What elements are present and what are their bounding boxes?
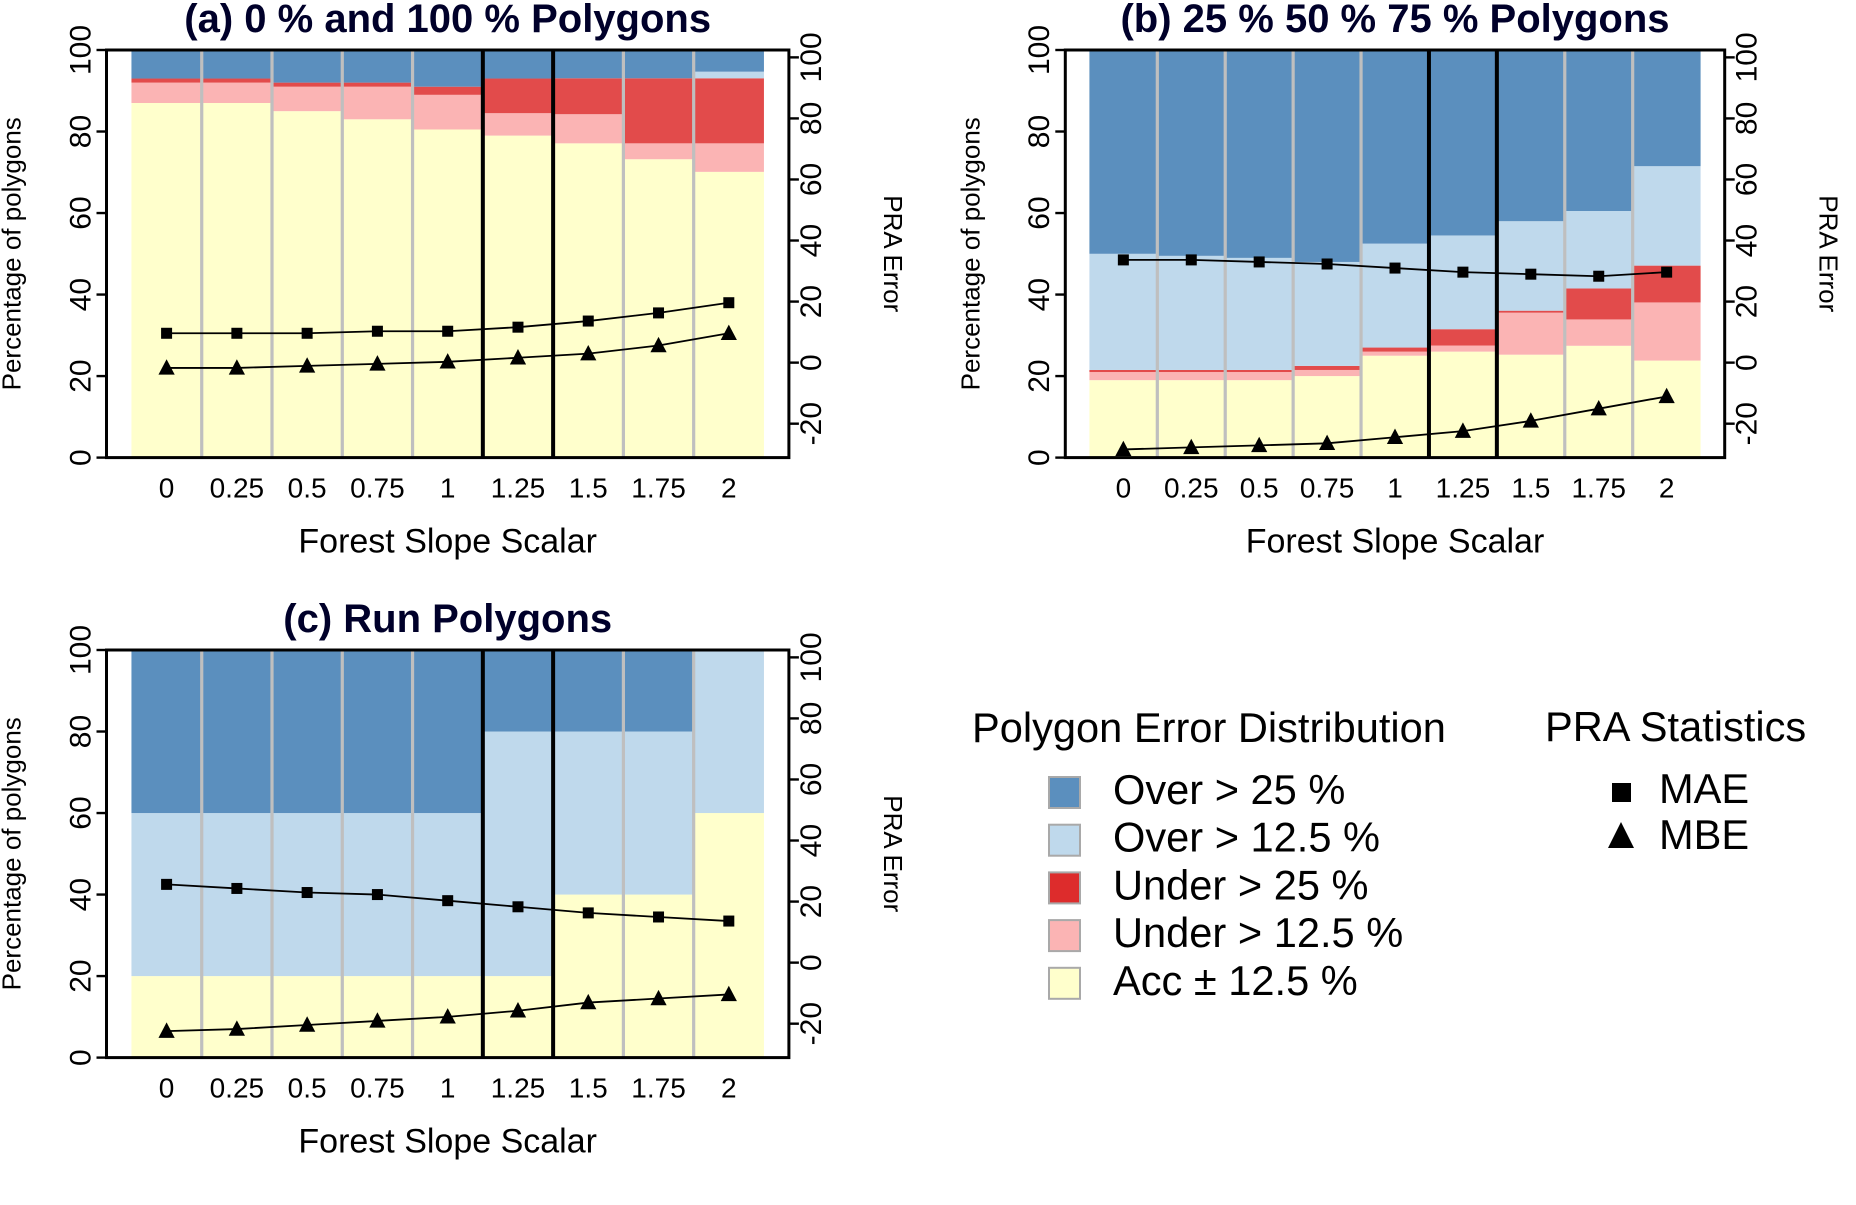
svg-text:-20: -20 bbox=[795, 1002, 828, 1045]
svg-text:20: 20 bbox=[795, 285, 828, 318]
svg-text:2: 2 bbox=[721, 473, 737, 504]
svg-text:60: 60 bbox=[64, 196, 97, 229]
svg-text:PRA Statistics: PRA Statistics bbox=[1545, 703, 1806, 750]
svg-text:80: 80 bbox=[64, 715, 97, 748]
svg-text:Acc ± 12.5 %: Acc ± 12.5 % bbox=[1113, 957, 1358, 1004]
svg-text:(c) Run Polygons: (c) Run Polygons bbox=[283, 600, 612, 641]
svg-text:1.5: 1.5 bbox=[1511, 473, 1550, 504]
svg-text:100: 100 bbox=[795, 632, 828, 682]
svg-text:0: 0 bbox=[159, 473, 175, 504]
svg-text:80: 80 bbox=[1023, 115, 1056, 148]
svg-text:Under > 25 %: Under > 25 % bbox=[1113, 861, 1369, 908]
svg-text:1.25: 1.25 bbox=[491, 1073, 546, 1104]
svg-text:1: 1 bbox=[440, 473, 456, 504]
svg-text:Over > 25 %: Over > 25 % bbox=[1113, 766, 1345, 813]
svg-text:1.75: 1.75 bbox=[631, 473, 686, 504]
svg-text:Forest Slope Scalar: Forest Slope Scalar bbox=[298, 1123, 597, 1161]
svg-text:20: 20 bbox=[1731, 285, 1764, 318]
svg-text:Polygon Error Distribution: Polygon Error Distribution bbox=[972, 704, 1446, 751]
svg-text:60: 60 bbox=[795, 763, 828, 796]
svg-text:80: 80 bbox=[795, 702, 828, 735]
svg-text:Over > 12.5 %: Over > 12.5 % bbox=[1113, 814, 1380, 861]
svg-text:Forest Slope Scalar: Forest Slope Scalar bbox=[298, 523, 597, 561]
svg-text:0: 0 bbox=[795, 354, 828, 371]
svg-text:PRA Error: PRA Error bbox=[878, 195, 908, 312]
svg-text:1.5: 1.5 bbox=[569, 473, 608, 504]
svg-text:100: 100 bbox=[64, 625, 97, 675]
svg-text:0.5: 0.5 bbox=[288, 1073, 327, 1104]
svg-text:40: 40 bbox=[1731, 224, 1764, 257]
svg-text:(b) 25 % 50 % 75 % Polygons: (b) 25 % 50 % 75 % Polygons bbox=[1120, 0, 1669, 41]
svg-text:1: 1 bbox=[1387, 473, 1403, 504]
svg-text:0.25: 0.25 bbox=[210, 1073, 265, 1104]
svg-text:100: 100 bbox=[64, 25, 97, 75]
svg-text:0: 0 bbox=[1116, 473, 1132, 504]
svg-text:0.25: 0.25 bbox=[1164, 473, 1219, 504]
svg-text:40: 40 bbox=[1023, 278, 1056, 311]
svg-text:20: 20 bbox=[1023, 359, 1056, 392]
svg-text:1.25: 1.25 bbox=[491, 473, 546, 504]
svg-text:0: 0 bbox=[64, 449, 97, 466]
svg-text:1.5: 1.5 bbox=[569, 1073, 608, 1104]
svg-text:0: 0 bbox=[64, 1049, 97, 1066]
svg-text:-20: -20 bbox=[795, 402, 828, 445]
svg-text:1: 1 bbox=[440, 1073, 456, 1104]
svg-text:20: 20 bbox=[64, 359, 97, 392]
svg-text:60: 60 bbox=[795, 163, 828, 196]
svg-text:80: 80 bbox=[64, 115, 97, 148]
svg-text:80: 80 bbox=[1731, 102, 1764, 135]
svg-text:40: 40 bbox=[795, 224, 828, 257]
svg-text:80: 80 bbox=[795, 102, 828, 135]
svg-text:100: 100 bbox=[1731, 32, 1764, 82]
svg-text:Forest Slope Scalar: Forest Slope Scalar bbox=[1246, 523, 1545, 561]
svg-text:0.5: 0.5 bbox=[1240, 473, 1279, 504]
svg-text:2: 2 bbox=[721, 1073, 737, 1104]
svg-text:40: 40 bbox=[795, 824, 828, 857]
svg-text:(a) 0 % and 100 % Polygons: (a) 0 % and 100 % Polygons bbox=[184, 0, 711, 41]
svg-text:1.75: 1.75 bbox=[1571, 473, 1626, 504]
svg-text:PRA Error: PRA Error bbox=[878, 795, 908, 912]
svg-text:Percentage of polygons: Percentage of polygons bbox=[955, 117, 985, 390]
svg-text:0: 0 bbox=[795, 954, 828, 971]
svg-text:40: 40 bbox=[64, 878, 97, 911]
svg-text:MBE: MBE bbox=[1659, 811, 1749, 858]
svg-text:0: 0 bbox=[1023, 449, 1056, 466]
svg-text:0: 0 bbox=[159, 1073, 175, 1104]
svg-text:0.25: 0.25 bbox=[210, 473, 265, 504]
svg-text:20: 20 bbox=[64, 959, 97, 992]
svg-text:MAE: MAE bbox=[1659, 765, 1749, 812]
svg-text:60: 60 bbox=[64, 796, 97, 829]
svg-text:60: 60 bbox=[1731, 163, 1764, 196]
svg-text:20: 20 bbox=[795, 885, 828, 918]
svg-text:Percentage of polygons: Percentage of polygons bbox=[0, 117, 26, 390]
svg-text:0.5: 0.5 bbox=[288, 473, 327, 504]
svg-text:2: 2 bbox=[1659, 473, 1675, 504]
svg-text:0.75: 0.75 bbox=[350, 1073, 405, 1104]
svg-text:-20: -20 bbox=[1731, 402, 1764, 445]
svg-text:100: 100 bbox=[1023, 25, 1056, 75]
svg-text:0: 0 bbox=[1731, 354, 1764, 371]
svg-text:Percentage of polygons: Percentage of polygons bbox=[0, 717, 26, 990]
svg-text:100: 100 bbox=[795, 32, 828, 82]
svg-text:PRA Error: PRA Error bbox=[1814, 195, 1844, 312]
svg-text:1.25: 1.25 bbox=[1436, 473, 1491, 504]
svg-text:0.75: 0.75 bbox=[1300, 473, 1355, 504]
svg-text:60: 60 bbox=[1023, 196, 1056, 229]
svg-text:1.75: 1.75 bbox=[631, 1073, 686, 1104]
svg-text:Under > 12.5 %: Under > 12.5 % bbox=[1113, 909, 1403, 956]
svg-text:40: 40 bbox=[64, 278, 97, 311]
svg-text:0.75: 0.75 bbox=[350, 473, 405, 504]
